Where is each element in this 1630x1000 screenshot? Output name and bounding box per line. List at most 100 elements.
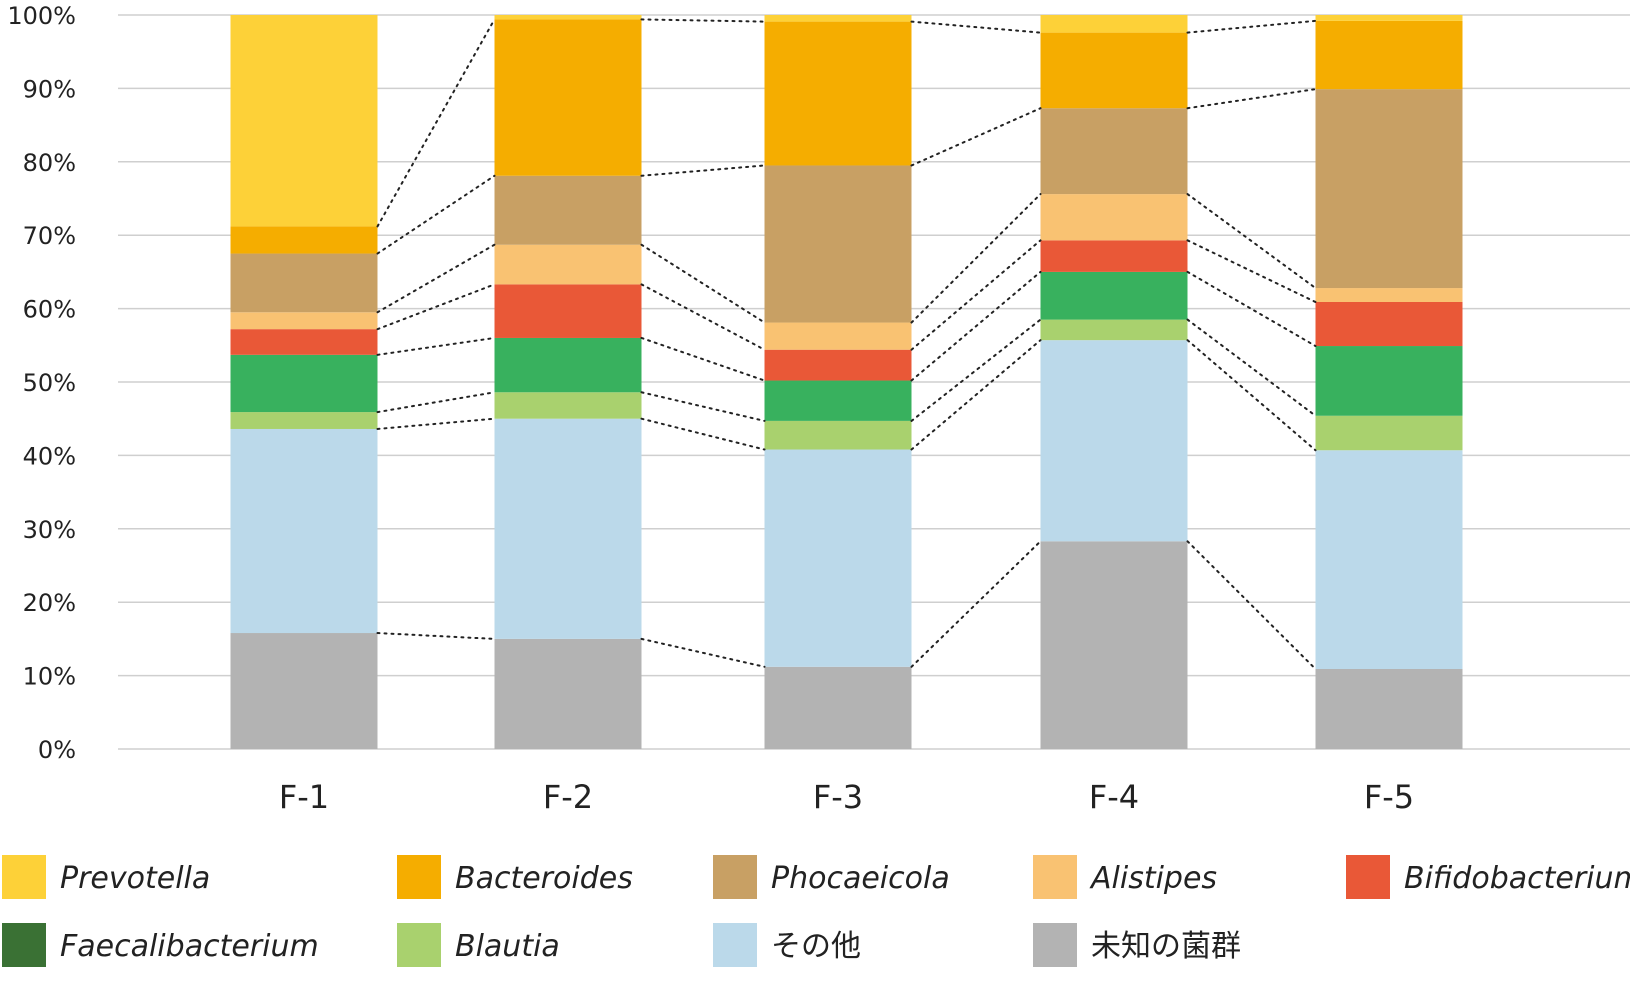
legend-label: Blautia bbox=[455, 929, 560, 964]
y-tick-label: 60% bbox=[23, 296, 76, 324]
y-tick-label: 10% bbox=[23, 663, 76, 691]
legend-label: 未知の菌群 bbox=[1091, 929, 1241, 964]
bar-segment bbox=[1040, 271, 1188, 320]
legend-swatch bbox=[2, 923, 46, 967]
legend-item: Faecalibacterium bbox=[2, 923, 319, 967]
bar-segment bbox=[230, 312, 378, 330]
legend-item: Alistipes bbox=[1033, 855, 1217, 899]
bar-segment bbox=[494, 284, 642, 338]
legend-item: Phocaeicola bbox=[713, 855, 950, 899]
legend-swatch bbox=[1033, 855, 1077, 899]
legend-label: Bacteroides bbox=[455, 861, 633, 896]
x-axis: F-1 F-2 F-3 F-4 F-5 bbox=[279, 778, 1414, 816]
legend-item: Bifidobacterium bbox=[1346, 855, 1630, 899]
bar-segment bbox=[764, 322, 912, 350]
connector-line bbox=[640, 637, 766, 668]
legend-label: その他 bbox=[771, 929, 861, 964]
connector-line bbox=[640, 283, 766, 351]
connector-line bbox=[640, 18, 766, 23]
x-category-label: F-2 bbox=[543, 778, 593, 816]
y-tick-label: 80% bbox=[23, 149, 76, 177]
bar-segment bbox=[764, 420, 912, 450]
legend-swatch bbox=[713, 923, 757, 967]
legend-label: Faecalibacterium bbox=[60, 929, 319, 964]
y-tick-label: 90% bbox=[23, 75, 76, 103]
legend-item: その他 bbox=[713, 923, 861, 967]
bar-segment bbox=[230, 428, 378, 634]
connector-line bbox=[640, 336, 766, 382]
connector-line bbox=[640, 417, 766, 451]
bar-segment bbox=[494, 392, 642, 419]
bar-segment bbox=[230, 329, 378, 355]
bars bbox=[230, 15, 1463, 749]
connector-line bbox=[376, 336, 496, 356]
legend-item: Blautia bbox=[397, 923, 560, 967]
legend-swatch bbox=[1346, 855, 1390, 899]
connector-line bbox=[376, 243, 496, 314]
bar-segment bbox=[764, 449, 912, 667]
connector-line bbox=[376, 632, 496, 640]
bar-segment bbox=[1315, 415, 1463, 451]
connector-line bbox=[910, 270, 1042, 382]
x-category-label: F-1 bbox=[279, 778, 329, 816]
legend-item: 未知の菌群 bbox=[1033, 923, 1241, 967]
bar-segment bbox=[230, 412, 378, 429]
bar-segment bbox=[494, 244, 642, 285]
connector-line bbox=[1186, 540, 1317, 670]
bar-segment bbox=[1315, 346, 1463, 416]
bar-segment bbox=[764, 165, 912, 323]
x-category-label: F-5 bbox=[1364, 778, 1414, 816]
bar-segment bbox=[764, 349, 912, 381]
bar-segment bbox=[764, 666, 912, 749]
connector-line bbox=[376, 18, 496, 228]
bar-segment bbox=[1315, 15, 1463, 21]
connector-line bbox=[910, 20, 1042, 34]
bar-segment bbox=[1040, 340, 1188, 542]
bar-segment bbox=[764, 15, 912, 22]
bar-segment bbox=[1315, 450, 1463, 669]
bar-segment bbox=[494, 337, 642, 393]
legend-swatch bbox=[1033, 923, 1077, 967]
bar-segment bbox=[1040, 240, 1188, 272]
bar-segment bbox=[1315, 20, 1463, 90]
connector-line bbox=[910, 318, 1042, 422]
connector-line bbox=[1186, 19, 1317, 34]
bar-segment bbox=[494, 15, 642, 20]
legend-label: Bifidobacterium bbox=[1404, 861, 1630, 896]
bar-segment bbox=[1315, 89, 1463, 289]
bar-segment bbox=[1040, 541, 1188, 749]
connector-line bbox=[910, 540, 1042, 668]
bar-segment bbox=[230, 253, 378, 313]
x-category-label: F-3 bbox=[813, 778, 863, 816]
connector-line bbox=[376, 174, 496, 255]
y-tick-label: 30% bbox=[23, 516, 76, 544]
y-tick-label: 70% bbox=[23, 222, 76, 250]
connector-line bbox=[376, 391, 496, 414]
connector-line bbox=[640, 391, 766, 422]
legend-item: Prevotella bbox=[2, 855, 210, 899]
y-tick-label: 40% bbox=[23, 442, 76, 470]
bar-segment bbox=[1040, 15, 1188, 33]
x-category-label: F-4 bbox=[1089, 778, 1139, 816]
y-tick-label: 0% bbox=[38, 736, 76, 764]
connector-line bbox=[910, 239, 1042, 351]
bar-segment bbox=[230, 15, 378, 227]
bar-segment bbox=[1040, 194, 1188, 241]
connector-line bbox=[376, 417, 496, 430]
y-axis: 0% 10% 20% 30% 40% 50% 60% 70% 80% 90% 100% bbox=[7, 2, 76, 764]
connector-line bbox=[910, 107, 1042, 167]
bar-segment bbox=[230, 226, 378, 254]
bar-segment bbox=[1315, 668, 1463, 749]
legend-swatch bbox=[397, 923, 441, 967]
legend-label: Alistipes bbox=[1089, 861, 1217, 896]
bar-segment bbox=[1040, 108, 1188, 195]
connector-line bbox=[910, 339, 1042, 451]
bar-segment bbox=[1040, 32, 1188, 109]
y-tick-label: 20% bbox=[23, 589, 76, 617]
legend-label: Phocaeicola bbox=[771, 861, 950, 896]
legend-swatch bbox=[2, 855, 46, 899]
bar-segment bbox=[764, 21, 912, 166]
bar-segment bbox=[1315, 301, 1463, 347]
connector-line bbox=[376, 283, 496, 331]
